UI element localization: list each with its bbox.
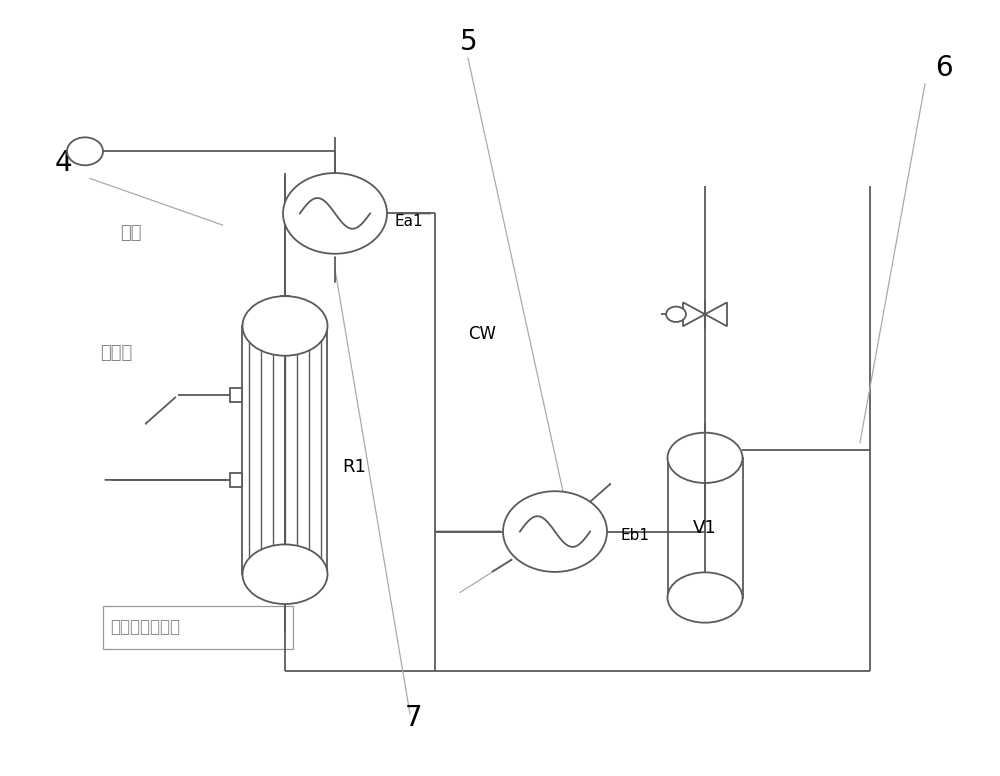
- Text: 净化原料混合气: 净化原料混合气: [110, 618, 180, 636]
- Polygon shape: [705, 303, 727, 326]
- Bar: [103, 606, 293, 649]
- Polygon shape: [683, 303, 705, 326]
- Text: 锅炉水: 锅炉水: [100, 344, 132, 362]
- Text: Eb1: Eb1: [620, 528, 649, 543]
- Text: 7: 7: [405, 704, 423, 732]
- Circle shape: [67, 137, 103, 165]
- Bar: [668, 458, 742, 598]
- Circle shape: [666, 307, 686, 322]
- Bar: [242, 326, 327, 574]
- Text: R1: R1: [342, 458, 366, 476]
- Text: CW: CW: [468, 324, 496, 343]
- Circle shape: [503, 491, 607, 572]
- Text: V1: V1: [693, 518, 717, 537]
- Ellipse shape: [242, 296, 328, 355]
- Text: 4: 4: [55, 149, 73, 177]
- Bar: [230, 389, 242, 403]
- Text: 6: 6: [935, 54, 953, 82]
- Bar: [230, 473, 242, 487]
- Text: Ea1: Ea1: [395, 213, 424, 229]
- Text: 5: 5: [460, 29, 478, 57]
- Ellipse shape: [242, 545, 328, 604]
- Circle shape: [283, 173, 387, 254]
- Text: 蒸汽: 蒸汽: [120, 223, 142, 242]
- Ellipse shape: [668, 573, 742, 622]
- Ellipse shape: [668, 433, 742, 483]
